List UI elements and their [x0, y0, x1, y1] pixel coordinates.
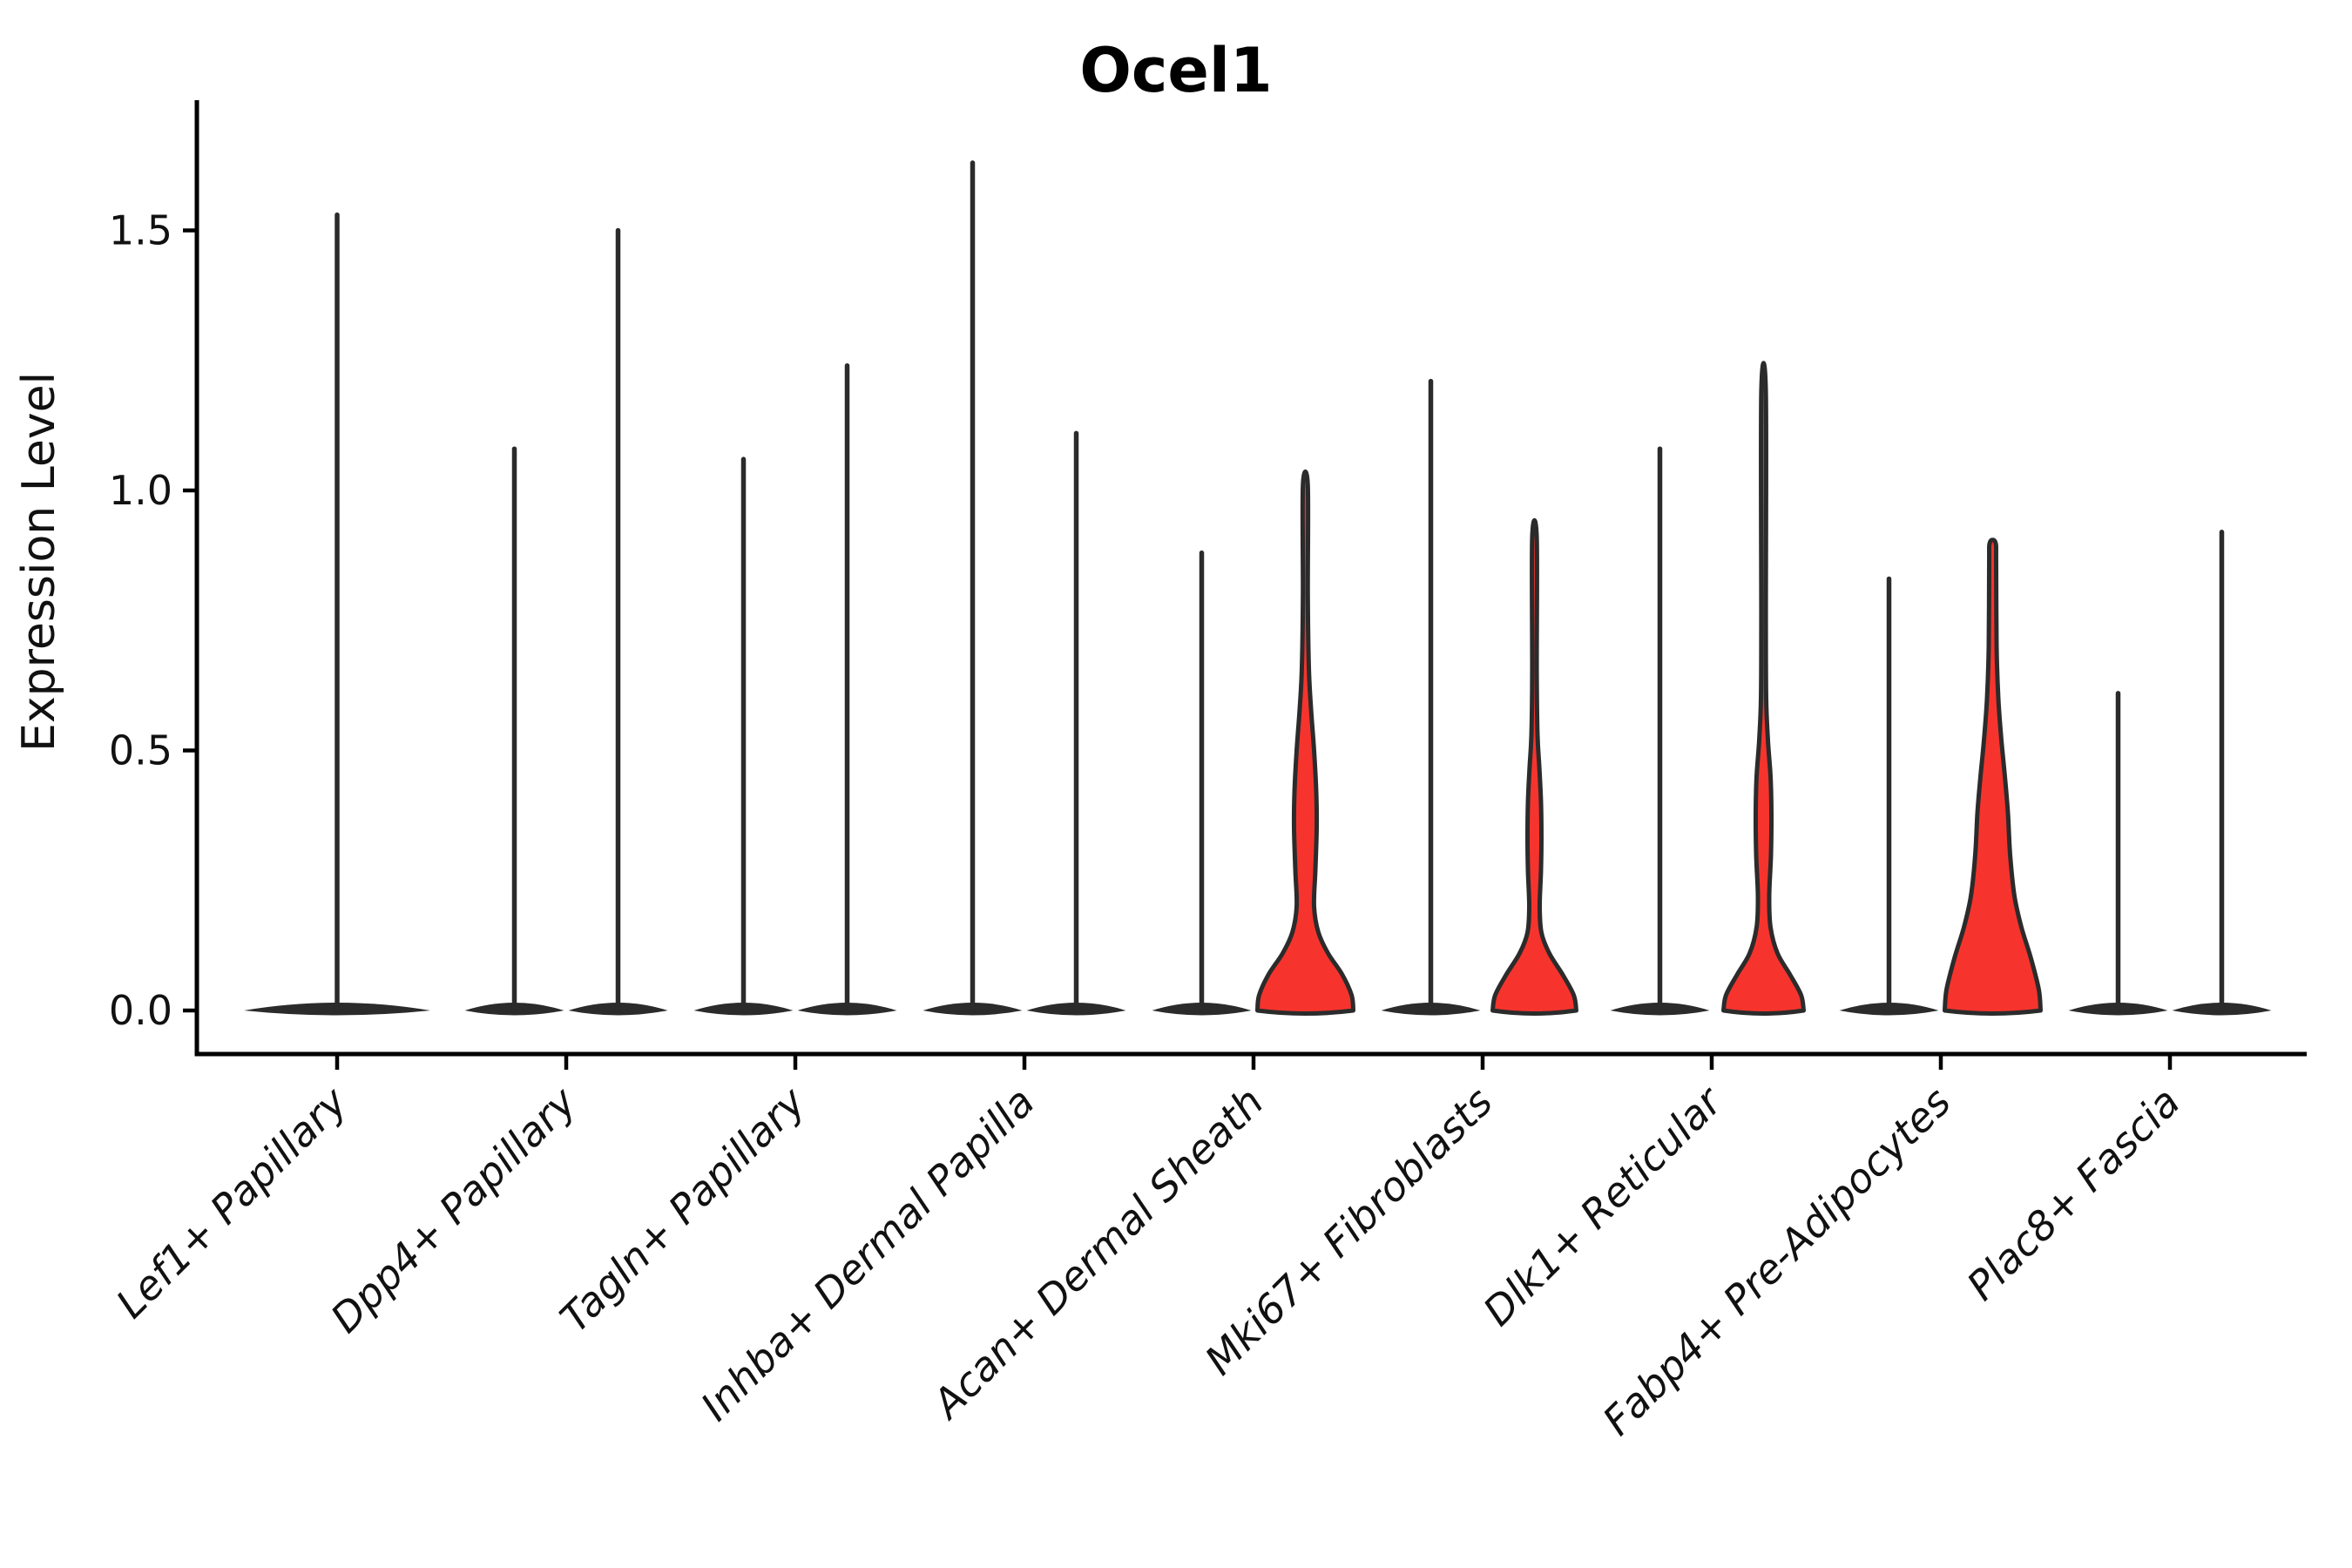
- y-tick-label: 0.5: [109, 727, 172, 774]
- x-tick-label: Plac8+ Fascia: [1957, 1078, 2188, 1309]
- violin-filled: [1255, 469, 1355, 1016]
- violin-thin: [1839, 576, 1939, 1016]
- violin-body: [1490, 517, 1578, 1016]
- x-tick-label: Lef1+ Papillary: [107, 1078, 356, 1327]
- x-tick-label: Dlk1+ Reticular: [1474, 1076, 1733, 1335]
- y-tick-label: 1.5: [109, 207, 172, 254]
- y-axis-label: Expression Level: [13, 372, 65, 752]
- violin-thin: [2068, 691, 2168, 1016]
- violin-thin: [244, 212, 430, 1016]
- violin-thin: [568, 227, 668, 1016]
- violin-filled: [1943, 537, 2043, 1016]
- chart-title: Ocel1: [1079, 35, 1272, 106]
- y-tick-label: 1.0: [109, 467, 172, 514]
- y-axis-ticks: 0.0 0.5 1.0 1.5: [109, 207, 197, 1034]
- x-tick-label: Tagln+ Papillary: [551, 1078, 814, 1342]
- violin-filled: [1721, 361, 1806, 1016]
- violin-body: [1255, 469, 1355, 1016]
- violin-thin: [923, 160, 1023, 1016]
- violin-thin: [1152, 550, 1252, 1016]
- violin-body: [1943, 537, 2043, 1016]
- violin-thin: [2172, 530, 2272, 1016]
- y-tick-label: 0.0: [109, 987, 172, 1034]
- violins-layer: [244, 160, 2272, 1016]
- violin-thin: [1026, 430, 1126, 1016]
- violin-filled: [1490, 517, 1578, 1016]
- violin-thin: [464, 446, 564, 1016]
- violin-thin: [1610, 446, 1710, 1016]
- violin-body: [1721, 361, 1806, 1016]
- x-tick-label: Dpp4+ Papillary: [321, 1078, 585, 1342]
- violin-thin: [1381, 378, 1481, 1016]
- violin-thin: [693, 456, 794, 1016]
- violin-thin: [797, 362, 897, 1016]
